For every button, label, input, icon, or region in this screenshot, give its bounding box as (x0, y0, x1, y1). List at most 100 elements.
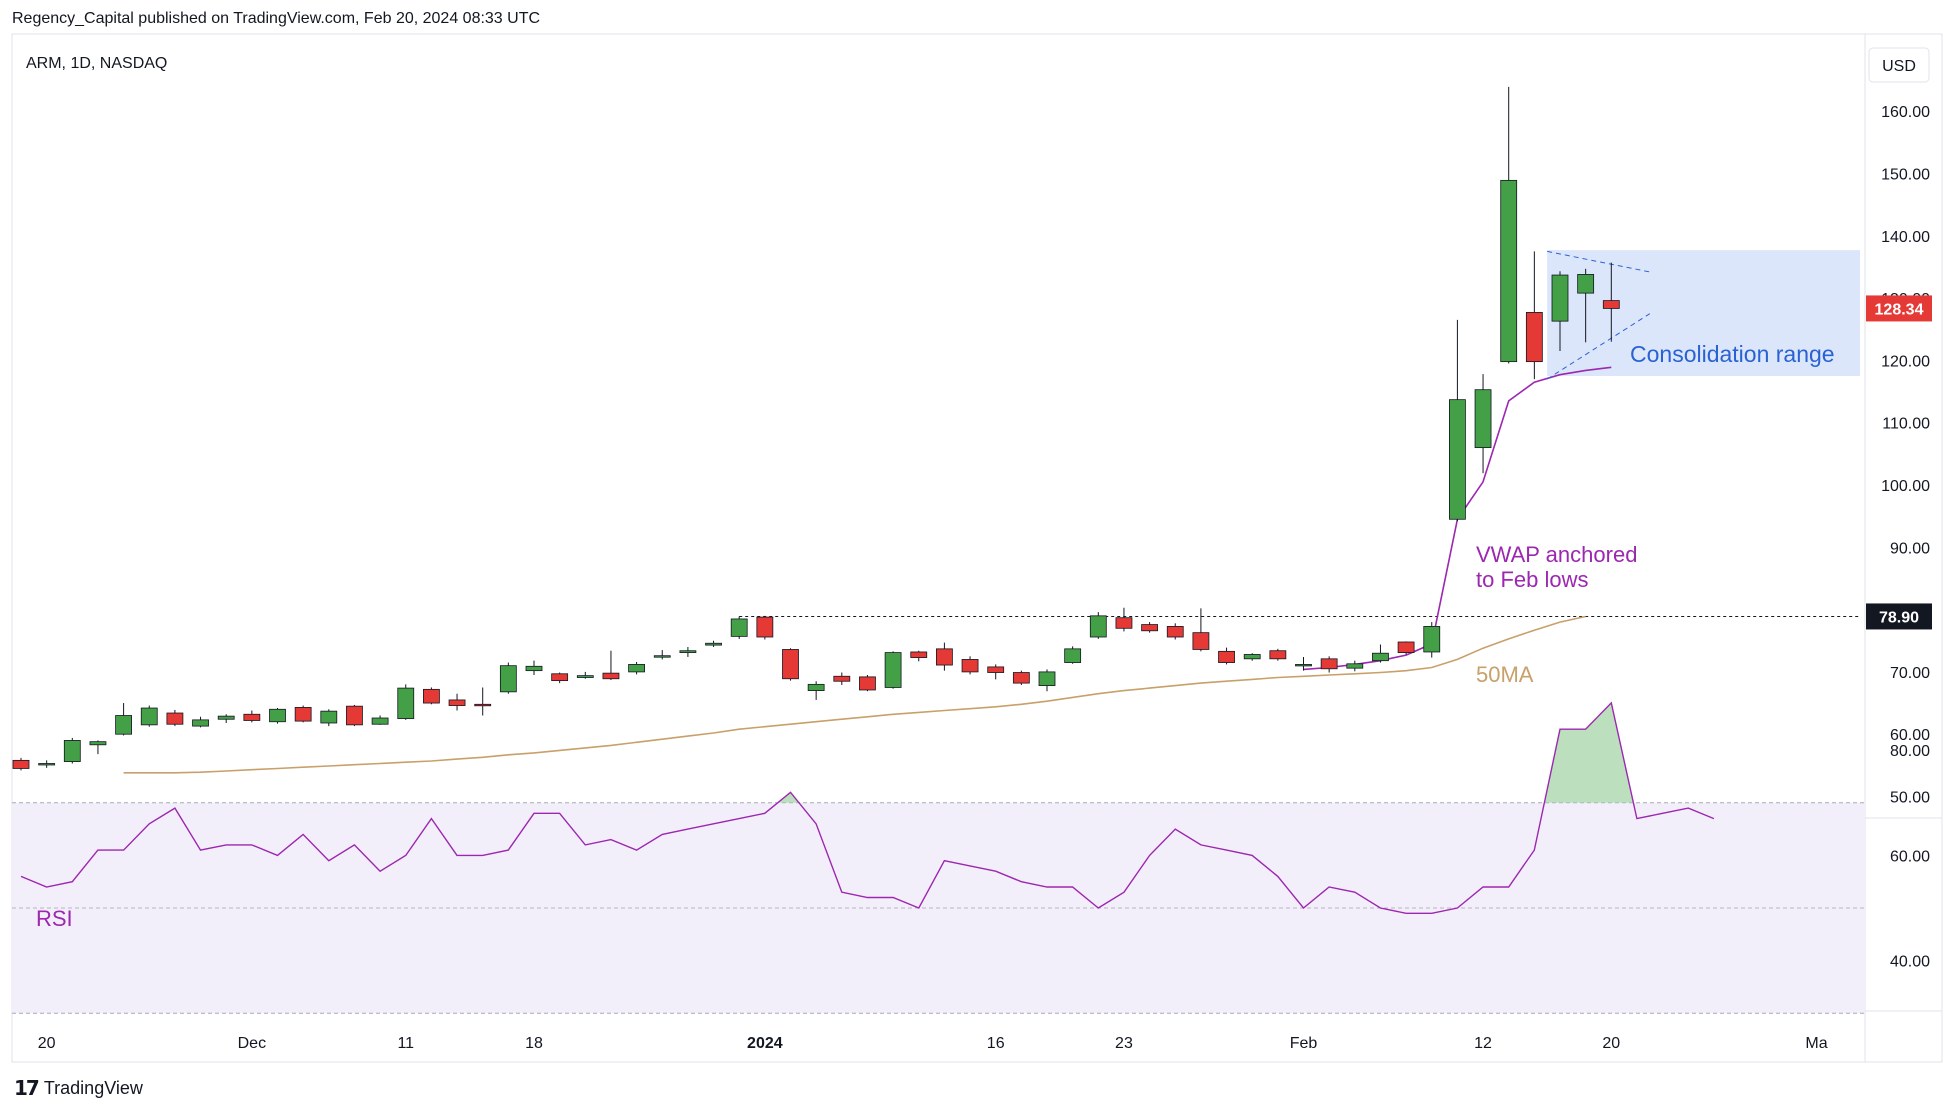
candle (140, 705, 158, 727)
rsi-overbought-fill (777, 792, 799, 803)
candle-body (1346, 663, 1364, 669)
symbol-title: ARM, 1D, NASDAQ (26, 55, 167, 72)
tradingview-logo-icon: 17 (14, 1076, 40, 1100)
candle-body (1243, 654, 1261, 660)
rsi-line (20, 701, 1715, 914)
candle (371, 715, 389, 725)
price-tick-label: 60.00 (1890, 727, 1930, 744)
candle-body (859, 676, 876, 691)
candle-body (679, 650, 697, 653)
candle (1243, 653, 1261, 661)
candle-body (12, 759, 30, 769)
candle (12, 757, 30, 771)
candle-body (1423, 626, 1441, 653)
publisher-header: Regency_Capital published on TradingView… (12, 10, 541, 27)
candle-body (576, 675, 594, 678)
time-tick-label: 12 (1474, 1035, 1492, 1052)
candle (936, 642, 953, 671)
time-tick-label: 18 (525, 1035, 543, 1052)
candle-body (115, 715, 132, 735)
time-tick-label: Ma (1805, 1035, 1827, 1052)
candle-body (525, 665, 543, 672)
rsi-tick-label: 60.00 (1890, 848, 1930, 865)
candle-body (1372, 652, 1389, 662)
candle-body (628, 664, 645, 673)
candle-body (1500, 179, 1518, 363)
candle (679, 646, 697, 657)
triangle-bottom-line (1546, 313, 1651, 380)
candle (859, 675, 876, 692)
candle-body (551, 673, 569, 682)
price-tick-label: 110.00 (1882, 416, 1930, 433)
rsi-overbought-fill (1544, 702, 1634, 803)
candle-body (1218, 650, 1235, 663)
candle-body (192, 719, 209, 727)
candle (269, 708, 286, 724)
candle (705, 640, 722, 647)
candle-body (397, 687, 415, 720)
candle (782, 648, 799, 681)
ma50-label: 50MA (1476, 662, 1534, 687)
candle (1449, 319, 1466, 522)
candle (1320, 656, 1338, 673)
candle-body (320, 710, 338, 724)
resistance-price-badge: 78.90 (1866, 603, 1932, 630)
candle (1423, 622, 1441, 658)
time-tick-label: Dec (238, 1035, 266, 1052)
candle-body (1166, 626, 1184, 638)
candle-body (243, 713, 261, 721)
candle-body (653, 655, 671, 658)
candle-body (217, 715, 235, 720)
vwap-label: VWAP anchored (1476, 542, 1637, 567)
price-tick-label: 140.00 (1881, 229, 1930, 246)
candle-body (602, 672, 620, 680)
candle (192, 716, 209, 728)
candle-body (269, 708, 286, 723)
candle (63, 737, 81, 764)
candle-body (833, 675, 851, 682)
candle (910, 650, 928, 662)
last-price-label: 128.34 (1875, 301, 1924, 318)
time-tick-label: 16 (987, 1035, 1005, 1052)
candle-body (1474, 389, 1492, 449)
candle (987, 664, 1005, 680)
tradingview-footer[interactable]: 17 TradingView (14, 1076, 143, 1100)
candle (294, 705, 312, 723)
candle (807, 681, 825, 700)
candle-body (1397, 641, 1415, 653)
candle (525, 660, 543, 676)
currency-button[interactable]: USD (1868, 47, 1930, 83)
candle (576, 671, 594, 679)
resistance-price-badge-bg (1866, 603, 1932, 630)
candle-body (371, 717, 389, 725)
candle (1577, 268, 1595, 343)
candle-body (782, 649, 799, 680)
resistance-price-label: 78.90 (1879, 609, 1919, 626)
candle-body (1038, 671, 1056, 687)
last-price-badge: 128.34 (1866, 295, 1932, 322)
candle-body (756, 616, 774, 638)
candle (653, 650, 671, 660)
candle-body (1525, 312, 1543, 363)
candle (89, 740, 107, 755)
price-tick-label: 160.00 (1881, 104, 1930, 121)
chart-frame (11, 33, 1943, 1063)
candle-body (474, 703, 492, 707)
consolidation-range-box (1547, 250, 1860, 376)
candle-body (730, 618, 748, 637)
candle (499, 662, 517, 694)
candle (320, 709, 338, 727)
candle (1269, 648, 1287, 661)
candle (628, 661, 645, 675)
candle-body (1269, 650, 1287, 660)
candle (756, 615, 774, 640)
candle (346, 704, 363, 727)
candle-body (89, 741, 107, 746)
candle-body (1320, 658, 1338, 670)
candle-body (422, 688, 440, 704)
candle (448, 693, 466, 711)
candle-body (1192, 632, 1210, 650)
candle-body (1295, 664, 1312, 667)
currency-label: USD (1882, 58, 1916, 75)
